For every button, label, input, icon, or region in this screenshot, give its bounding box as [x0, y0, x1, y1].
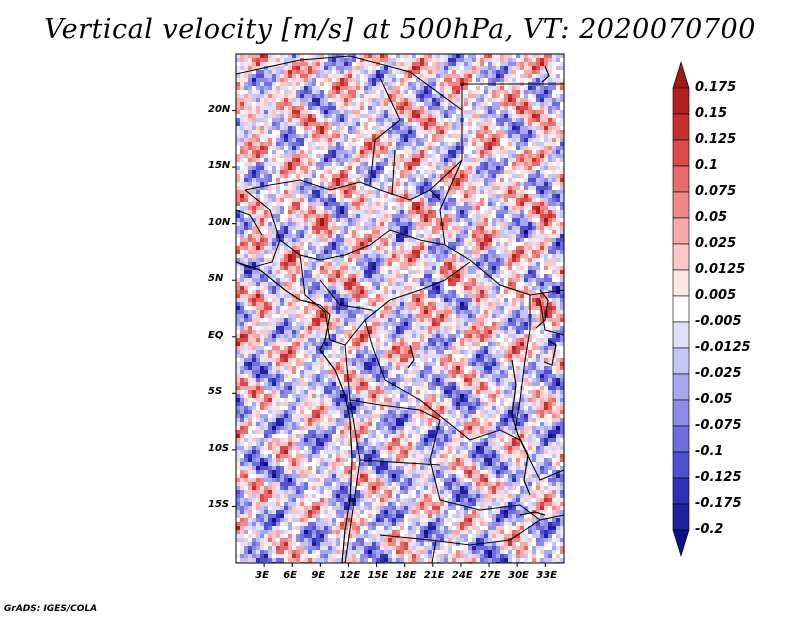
colorbar-level-label: -0.025 — [695, 366, 742, 381]
colorbar-level-label: 0.0125 — [695, 262, 746, 277]
colorbar-level-label: -0.005 — [695, 314, 742, 329]
colorbar-level-label: 0.05 — [695, 210, 728, 225]
colorbar-segment — [672, 113, 690, 141]
colorbar-segment — [672, 451, 690, 479]
colorbar-segment — [672, 503, 690, 531]
grads-credit: GrADS: IGES/COLA — [4, 604, 98, 614]
colorbar-segment — [672, 425, 690, 453]
colorbar-level-label: 0.005 — [695, 288, 737, 303]
country-borders — [236, 55, 564, 563]
colorbar-level-label: -0.075 — [695, 418, 742, 433]
lon-tick-label: 3E — [255, 570, 269, 581]
velocity-field — [236, 54, 564, 563]
colorbar-segment — [672, 243, 690, 271]
colorbar-level-label: 0.125 — [695, 132, 737, 147]
colorbar-level-label: -0.05 — [695, 392, 733, 407]
colorbar-level-label: 0.025 — [695, 236, 737, 251]
colorbar — [672, 60, 690, 558]
lat-tick-label: 10N — [208, 216, 231, 228]
colorbar-segment — [672, 347, 690, 375]
lat-tick-label: 5N — [208, 273, 224, 285]
lon-tick-label: 27E — [480, 570, 501, 581]
colorbar-level-label: 0.075 — [695, 184, 737, 199]
axis-ticks — [232, 110, 546, 567]
lon-tick-label: 6E — [283, 570, 298, 581]
lon-tick-label: 33E — [536, 570, 557, 581]
colorbar-level-label: -0.2 — [695, 522, 724, 537]
lon-tick-label: 15E — [367, 570, 389, 581]
colorbar-segment — [672, 399, 690, 427]
lon-tick-label: 12E — [339, 570, 361, 581]
lon-tick-label: 21E — [423, 570, 445, 581]
colorbar-segment — [672, 269, 690, 297]
colorbar-segment — [672, 60, 690, 89]
colorbar-level-label: 0.175 — [695, 80, 737, 95]
lon-tick-label: 24E — [451, 570, 473, 581]
lat-tick-label: EQ — [208, 329, 224, 341]
colorbar-level-label: 0.15 — [695, 106, 728, 121]
colorbar-segment — [672, 165, 690, 193]
colorbar-level-label: 0.1 — [695, 158, 719, 173]
colorbar-segment — [672, 139, 690, 167]
colorbar-segment — [672, 87, 690, 115]
colorbar-level-label: -0.125 — [695, 470, 742, 485]
lon-tick-label: 9E — [311, 570, 326, 581]
colorbar-segment — [672, 217, 690, 245]
colorbar-segment — [672, 477, 690, 505]
lat-tick-label: 15S — [208, 499, 230, 511]
map-title: Vertical velocity [m/s] at 500hPa, VT: 2… — [44, 14, 756, 45]
lat-tick-label: 10S — [208, 442, 230, 454]
lat-tick-label: 5S — [208, 386, 223, 398]
colorbar-segment — [672, 529, 690, 558]
lon-tick-label: 18E — [395, 570, 417, 581]
colorbar-level-label: -0.0125 — [695, 340, 751, 355]
colorbar-segment — [672, 321, 690, 349]
lat-tick-label: 20N — [208, 103, 231, 115]
map-frame — [235, 53, 565, 564]
coastlines-and-lakes — [236, 65, 557, 563]
lon-tick-label: 30E — [508, 570, 529, 581]
colorbar-segment — [672, 373, 690, 401]
colorbar-segment — [672, 295, 690, 323]
colorbar-segment — [672, 191, 690, 219]
lat-tick-label: 15N — [208, 160, 231, 172]
colorbar-level-label: -0.1 — [695, 444, 724, 459]
colorbar-level-label: -0.175 — [695, 496, 742, 511]
